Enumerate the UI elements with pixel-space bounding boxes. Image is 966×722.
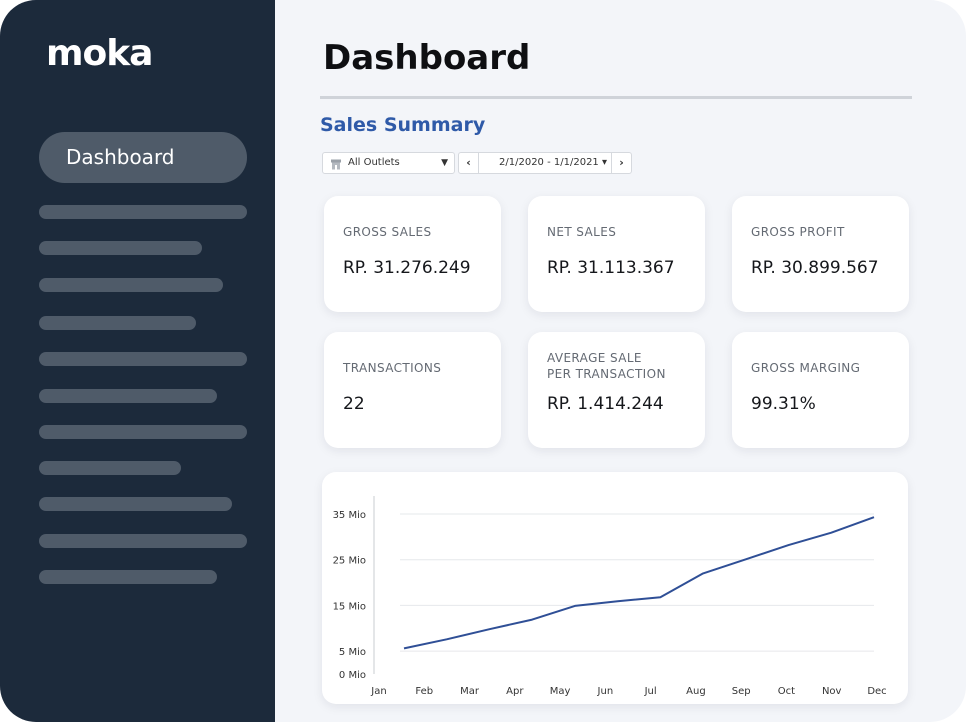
x-tick-label: Jan (370, 686, 386, 697)
outlet-select-value: All Outlets (348, 157, 400, 168)
date-range-picker[interactable]: ‹ 2/1/2020 - 1/1/2021 ▾ › (458, 152, 632, 174)
sidebar-item-placeholder[interactable] (39, 570, 217, 584)
metric-value: RP. 31.113.367 (547, 258, 675, 278)
y-tick-label: 35 Mio (333, 510, 366, 521)
metric-label: GROSS MARGING (751, 361, 861, 375)
x-tick-label: Nov (822, 686, 842, 697)
metric-label: NET SALES (547, 225, 617, 239)
page-title: Dashboard (323, 38, 531, 78)
sidebar-item-placeholder[interactable] (39, 425, 247, 439)
metric-card-gross-margin: GROSS MARGING 99.31% (732, 332, 909, 448)
metric-label: GROSS SALES (343, 225, 432, 239)
sidebar-item-placeholder[interactable] (39, 352, 247, 366)
store-icon (330, 158, 342, 178)
y-tick-label: 25 Mio (333, 556, 366, 567)
metric-value: 22 (343, 394, 365, 414)
sidebar-item-placeholder[interactable] (39, 389, 217, 403)
outlet-select[interactable]: All Outlets ▼ (322, 152, 455, 174)
metric-label: GROSS PROFIT (751, 225, 845, 239)
metric-card-net-sales: NET SALES RP. 31.113.367 (528, 196, 705, 312)
metric-card-average-sale: AVERAGE SALE PER TRANSACTION RP. 1.414.2… (528, 332, 705, 448)
sidebar-item-placeholder[interactable] (39, 241, 202, 255)
y-tick-label: 0 Mio (339, 670, 366, 681)
moka-logo: moka (46, 33, 153, 74)
date-range-value[interactable]: 2/1/2020 - 1/1/2021 ▾ (499, 157, 607, 168)
y-tick-label: 5 Mio (339, 647, 366, 658)
sales-series-line (403, 516, 875, 650)
metric-card-gross-sales: GROSS SALES RP. 31.276.249 (324, 196, 501, 312)
x-tick-label: Apr (506, 686, 524, 697)
metric-label: AVERAGE SALE PER TRANSACTION (547, 351, 666, 381)
sidebar-item-placeholder[interactable] (39, 534, 247, 548)
chevron-down-icon: ▼ (441, 158, 448, 168)
x-tick-label: May (550, 686, 571, 697)
metric-value: RP. 1.414.244 (547, 394, 664, 414)
sidebar-item-placeholder[interactable] (39, 497, 232, 511)
metric-value: RP. 31.276.249 (343, 258, 471, 278)
x-tick-label: Dec (867, 686, 886, 697)
section-title: Sales Summary (320, 114, 486, 136)
sidebar-item-dashboard[interactable]: Dashboard (39, 132, 247, 183)
x-tick-label: Sep (732, 686, 751, 697)
chevron-right-icon[interactable]: › (611, 153, 631, 173)
x-tick-label: Jul (644, 686, 657, 697)
sidebar-item-placeholder[interactable] (39, 278, 223, 292)
x-tick-label: Oct (778, 686, 795, 697)
sales-line-chart: 0 Mio 5 Mio 15 Mio 25 Mio 35 Mio Jan Feb Mar Apr… (333, 496, 887, 697)
metric-value: 99.31% (751, 394, 816, 414)
sidebar-item-placeholder[interactable] (39, 316, 196, 330)
x-tick-label: Feb (415, 686, 433, 697)
metric-card-transactions: TRANSACTIONS 22 (324, 332, 501, 448)
x-tick-label: Aug (686, 686, 706, 697)
chevron-left-icon[interactable]: ‹ (459, 153, 479, 173)
x-tick-label: Jun (597, 686, 614, 697)
metric-label: TRANSACTIONS (343, 361, 442, 375)
title-divider (320, 96, 912, 99)
sidebar: moka Dashboard (0, 0, 275, 722)
sidebar-item-placeholder[interactable] (39, 461, 181, 475)
metric-card-gross-profit: GROSS PROFIT RP. 30.899.567 (732, 196, 909, 312)
metric-value: RP. 30.899.567 (751, 258, 879, 278)
x-tick-label: Mar (460, 686, 480, 697)
sales-chart-card: 0 Mio 5 Mio 15 Mio 25 Mio 35 Mio Jan Feb Mar Apr… (322, 472, 908, 704)
sidebar-item-placeholder[interactable] (39, 205, 247, 219)
y-tick-label: 15 Mio (333, 601, 366, 612)
